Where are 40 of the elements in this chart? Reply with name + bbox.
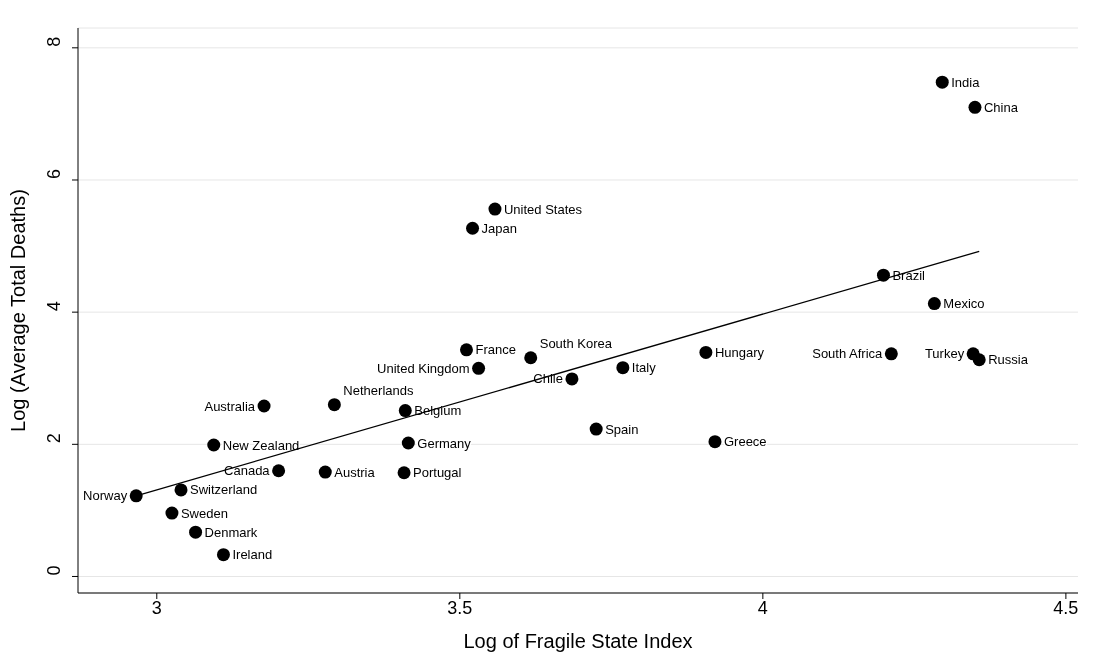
annotation: Australia [204, 398, 256, 414]
x-tick-label: 4.5 [1053, 597, 1079, 618]
annotation: Denmark [204, 524, 258, 540]
y-tick-label: 4 [44, 301, 64, 312]
annotation: United States [503, 201, 583, 217]
x-tick-label: 3.5 [447, 597, 473, 618]
annotation: Portugal [413, 465, 462, 481]
annotation: Switzerland [190, 482, 258, 498]
annotation: Turkey [924, 346, 965, 362]
annotation: United Kingdom [377, 360, 470, 376]
annotation: Russia [988, 352, 1029, 368]
annotation: Sweden [180, 505, 228, 521]
x-axis-title: Log of Fragile State Index [463, 630, 693, 652]
annotation: Greece [723, 434, 767, 450]
annotation: Brazil [892, 267, 926, 283]
annotation: South Korea [539, 336, 613, 352]
y-axis-title: Log (Average Total Deaths) [7, 189, 30, 432]
x-tick-label: 3 [151, 597, 162, 618]
annotation: Hungary [714, 345, 765, 361]
y-tick-label: 0 [44, 565, 64, 576]
annotation: Chile [533, 371, 563, 387]
annotation: South Africa [812, 346, 884, 362]
y-tick-label: 6 [44, 168, 64, 179]
annotation: India [951, 74, 981, 90]
y-tick-label: 2 [44, 433, 64, 444]
annotation: Mexico [943, 296, 985, 312]
annotation: Germany [417, 435, 472, 451]
annotation: Ireland [232, 547, 273, 563]
annotation: Italy [631, 360, 657, 376]
annotation: Japan [481, 220, 517, 236]
annotation: France [475, 342, 516, 358]
annotation: Netherlands [343, 383, 414, 399]
annotation: Spain [605, 421, 639, 437]
annotation: Canada [224, 463, 271, 479]
x-tick-label: 4 [757, 597, 768, 618]
annotation: China [983, 99, 1019, 115]
annotation: Austria [334, 464, 376, 480]
annotation: New Zealand [222, 437, 300, 453]
annotation: Norway [83, 488, 128, 504]
y-tick-label: 8 [44, 36, 64, 47]
